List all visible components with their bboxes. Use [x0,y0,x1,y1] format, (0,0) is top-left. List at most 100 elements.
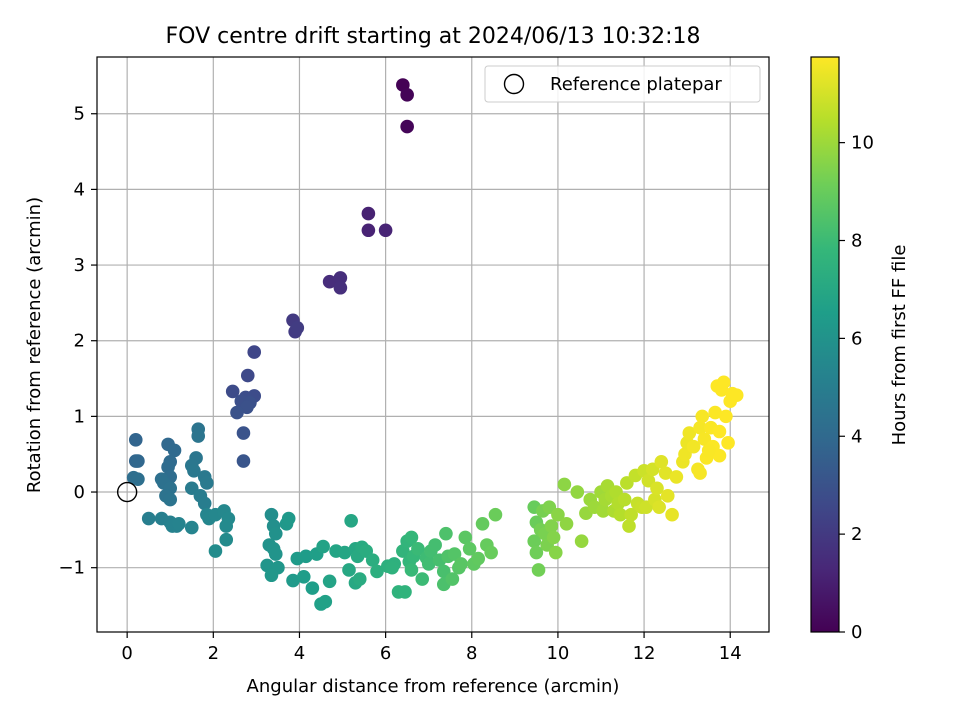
data-point [622,519,636,533]
data-point [650,481,664,496]
data-point [652,500,666,514]
data-point [286,573,300,588]
x-axis-ticks: 0 2 4 6 8 10 12 14 [121,632,742,664]
data-point [596,504,610,518]
x-tick-label: 8 [466,643,477,664]
chart-title: FOV centre drift starting at 2024/06/13 … [166,24,701,49]
data-point [447,547,462,561]
plot-area [96,56,770,633]
legend-label-reference: Reference platepar [550,74,722,95]
data-point [527,534,542,549]
data-point [411,541,425,556]
y-tick-label: 3 [74,255,85,276]
plot-frame [96,56,770,633]
data-point [268,547,283,561]
data-point [471,551,486,566]
data-point [415,572,430,586]
x-axis-label: Angular distance from reference (arcmin) [247,676,620,697]
data-point [184,520,199,535]
data-point [719,409,733,424]
data-point [669,470,684,484]
data-point [693,466,707,480]
data-point [721,436,735,450]
data-point [574,534,589,549]
legend: Reference platepar [484,65,761,103]
data-point [462,541,477,556]
data-point [316,539,330,554]
colorbar-tick-label: 6 [851,328,862,349]
data-point [695,409,710,424]
data-point [658,466,673,480]
data-point [551,507,565,522]
data-point [624,507,638,522]
data-point [344,513,358,528]
data-point [400,119,414,134]
data-point [296,569,311,584]
data-point [716,375,731,390]
colorbar-gradient [811,57,839,632]
data-point [421,557,436,571]
y-tick-label: 0 [74,482,85,503]
data-point [458,530,473,545]
y-tick-label: 1 [74,406,85,427]
colorbar-tick-label: 10 [851,133,874,154]
data-point [200,476,214,490]
x-tick-label: 2 [208,643,219,664]
data-point [559,517,574,531]
data-point [729,388,744,402]
data-point [281,511,296,526]
data-point [305,581,320,595]
data-point [445,572,460,586]
data-point [247,345,262,359]
y-axis-ticks: −1 0 1 2 3 4 5 [58,104,97,579]
data-point [225,384,240,399]
data-point [617,492,632,507]
colorbar-tick-label: 4 [851,426,862,447]
data-point [686,439,701,454]
data-point [378,223,393,238]
data-point [264,507,279,522]
data-point [570,485,585,499]
data-point [712,424,727,439]
data-point [318,594,333,609]
y-tick-label: 5 [74,104,85,125]
data-point [191,429,206,443]
data-point [299,549,313,564]
x-tick-label: 14 [719,643,742,664]
data-point [236,454,251,468]
reference-marker [116,481,138,503]
colorbar-ticks: 0 2 4 6 8 10 [839,133,874,643]
data-point [219,532,234,547]
data-point [240,368,255,383]
colorbar-tick-label: 2 [851,524,862,545]
data-point [352,572,367,586]
data-point [131,454,145,468]
data-point [172,517,186,531]
data-point [404,563,419,577]
data-point [660,489,675,503]
data-point [361,223,376,238]
colorbar-frame [810,56,840,633]
data-point [531,563,546,577]
x-tick-label: 12 [633,643,656,664]
data-point [322,274,337,289]
data-point [712,448,727,463]
data-point [484,545,498,560]
data-point [290,321,305,335]
colorbar-tick-label: 0 [851,622,862,643]
reference-platepar-marker [116,481,138,503]
data-point [693,420,707,435]
scatter-points [126,78,744,611]
data-point [337,545,352,560]
data-point [219,519,234,533]
data-point [439,526,453,541]
data-point [365,553,380,567]
data-point [708,405,722,420]
x-tick-label: 0 [121,643,132,664]
data-point [208,544,223,558]
data-point [665,507,679,522]
y-tick-label: 2 [74,331,85,352]
data-point [557,477,572,492]
